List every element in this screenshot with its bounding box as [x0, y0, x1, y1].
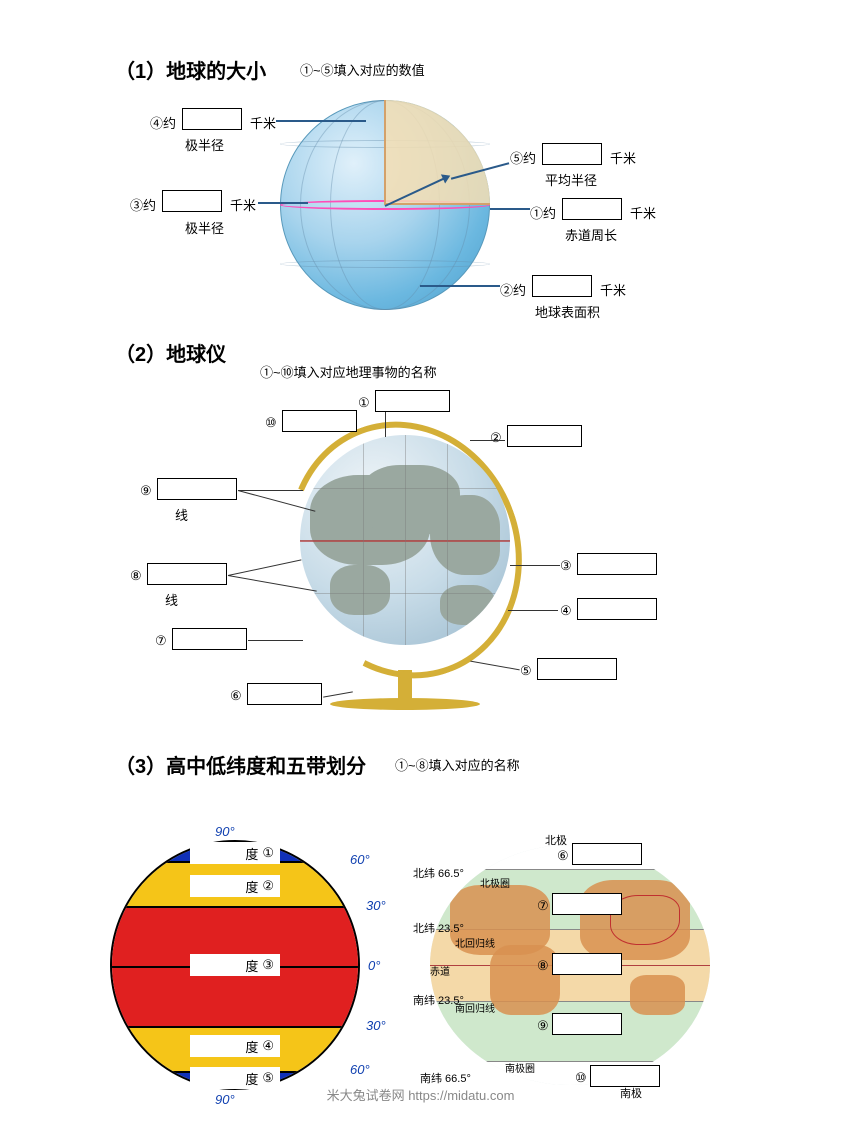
s2-input-1[interactable] — [375, 390, 450, 412]
s2-n10: ⑩ — [265, 415, 277, 431]
input-1[interactable] — [562, 198, 622, 220]
label5-unit: 千米 — [610, 148, 636, 167]
label4-unit: 千米 — [250, 113, 276, 132]
label4-name: 极半径 — [185, 135, 224, 154]
label1-prefix: ①约 — [530, 203, 556, 222]
s2-n9: ⑨ — [140, 483, 152, 499]
zone-tag-4: 度 ④ — [190, 1035, 280, 1057]
label3-prefix: ③约 — [130, 195, 156, 214]
s2-input-5[interactable] — [537, 658, 617, 680]
s2-input-2[interactable] — [507, 425, 582, 447]
s2-input-6[interactable] — [247, 683, 322, 705]
input-2[interactable] — [532, 275, 592, 297]
s2-line9: 线 — [175, 505, 188, 524]
s2-input-10[interactable] — [282, 410, 357, 432]
deg-60b: 60° — [350, 1062, 370, 1077]
deg-0: 0° — [368, 958, 380, 973]
input-5[interactable] — [542, 143, 602, 165]
page-footer: 米大兔试卷网 https://midatu.com — [0, 1085, 841, 1104]
s2-n6: ⑥ — [230, 688, 242, 704]
s3r-input-10[interactable] — [590, 1065, 660, 1087]
s3r-input-7[interactable] — [552, 893, 622, 915]
deg-90t: 90° — [215, 824, 235, 839]
section1-title: （1）地球的大小 — [115, 55, 266, 84]
s3r-n9: ⑨ — [537, 1018, 549, 1034]
input-3[interactable] — [162, 190, 222, 212]
deg-30t: 30° — [366, 898, 386, 913]
s2-input-8[interactable] — [147, 563, 227, 585]
earth-size-diagram — [280, 100, 490, 310]
s3r-n6: ⑥ — [557, 848, 569, 864]
label1-name: 赤道周长 — [565, 225, 617, 244]
s2-n8: ⑧ — [130, 568, 142, 584]
s3r-input-9[interactable] — [552, 1013, 622, 1035]
label3-name: 极半径 — [185, 218, 224, 237]
cancer-name: 北回归线 — [455, 935, 495, 950]
deg-30b: 30° — [366, 1018, 386, 1033]
zone-tag-3: 度 ③ — [190, 954, 280, 976]
globe-model-diagram — [270, 400, 540, 710]
section3-subtitle: ①~⑧填入对应的名称 — [395, 755, 520, 774]
s2-input-9[interactable] — [157, 478, 237, 500]
s2-input-4[interactable] — [577, 598, 657, 620]
s2-n2: ② — [490, 430, 502, 446]
arctic-deg: 北纬 66.5° — [413, 865, 464, 881]
zone-tag-1: 度 ① — [190, 842, 280, 864]
antarctic-name: 南极圈 — [505, 1060, 535, 1075]
label2-prefix: ②约 — [500, 280, 526, 299]
s3r-n10: ⑩ — [575, 1070, 587, 1086]
section1-subtitle: ①~⑤填入对应的数值 — [300, 60, 425, 79]
arctic-name: 北极圈 — [480, 875, 510, 890]
s2-n7: ⑦ — [155, 633, 167, 649]
equator-label: 赤道 — [430, 963, 450, 978]
capricorn-name: 南回归线 — [455, 1000, 495, 1015]
label2-name: 地球表面积 — [535, 302, 600, 321]
antarctic-deg: 南纬 66.5° — [420, 1070, 471, 1086]
s2-input-7[interactable] — [172, 628, 247, 650]
s3r-input-6[interactable] — [572, 843, 642, 865]
section3-title: （3）高中低纬度和五带划分 — [115, 750, 366, 779]
label3-unit: 千米 — [230, 195, 256, 214]
s3r-input-8[interactable] — [552, 953, 622, 975]
zone-tag-2: 度 ② — [190, 875, 280, 897]
s2-n5: ⑤ — [520, 663, 532, 679]
s3r-n7: ⑦ — [537, 898, 549, 914]
s2-input-3[interactable] — [577, 553, 657, 575]
worksheet-page: （1）地球的大小 ①~⑤填入对应的数值 ④约 千米 极半径 ③约 千米 极半径 … — [0, 0, 841, 1122]
s2-line8: 线 — [165, 590, 178, 609]
s2-n3: ③ — [560, 558, 572, 574]
label5-prefix: ⑤约 — [510, 148, 536, 167]
north-pole-label: 北极 — [545, 832, 567, 848]
input-4[interactable] — [182, 108, 242, 130]
s2-n1: ① — [358, 395, 370, 411]
s2-n4: ④ — [560, 603, 572, 619]
deg-60t: 60° — [350, 852, 370, 867]
cancer-deg: 北纬 23.5° — [413, 920, 464, 936]
label5-name: 平均半径 — [545, 170, 597, 189]
label4-prefix: ④约 — [150, 113, 176, 132]
latitude-zones-diagram: 度 ① 度 ② 度 ③ 度 ④ 度 ⑤ — [110, 840, 360, 1090]
s3r-n8: ⑧ — [537, 958, 549, 974]
label2-unit: 千米 — [600, 280, 626, 299]
label1-unit: 千米 — [630, 203, 656, 222]
section2-title: （2）地球仪 — [115, 338, 226, 367]
section2-subtitle: ①~⑩填入对应地理事物的名称 — [260, 362, 437, 381]
